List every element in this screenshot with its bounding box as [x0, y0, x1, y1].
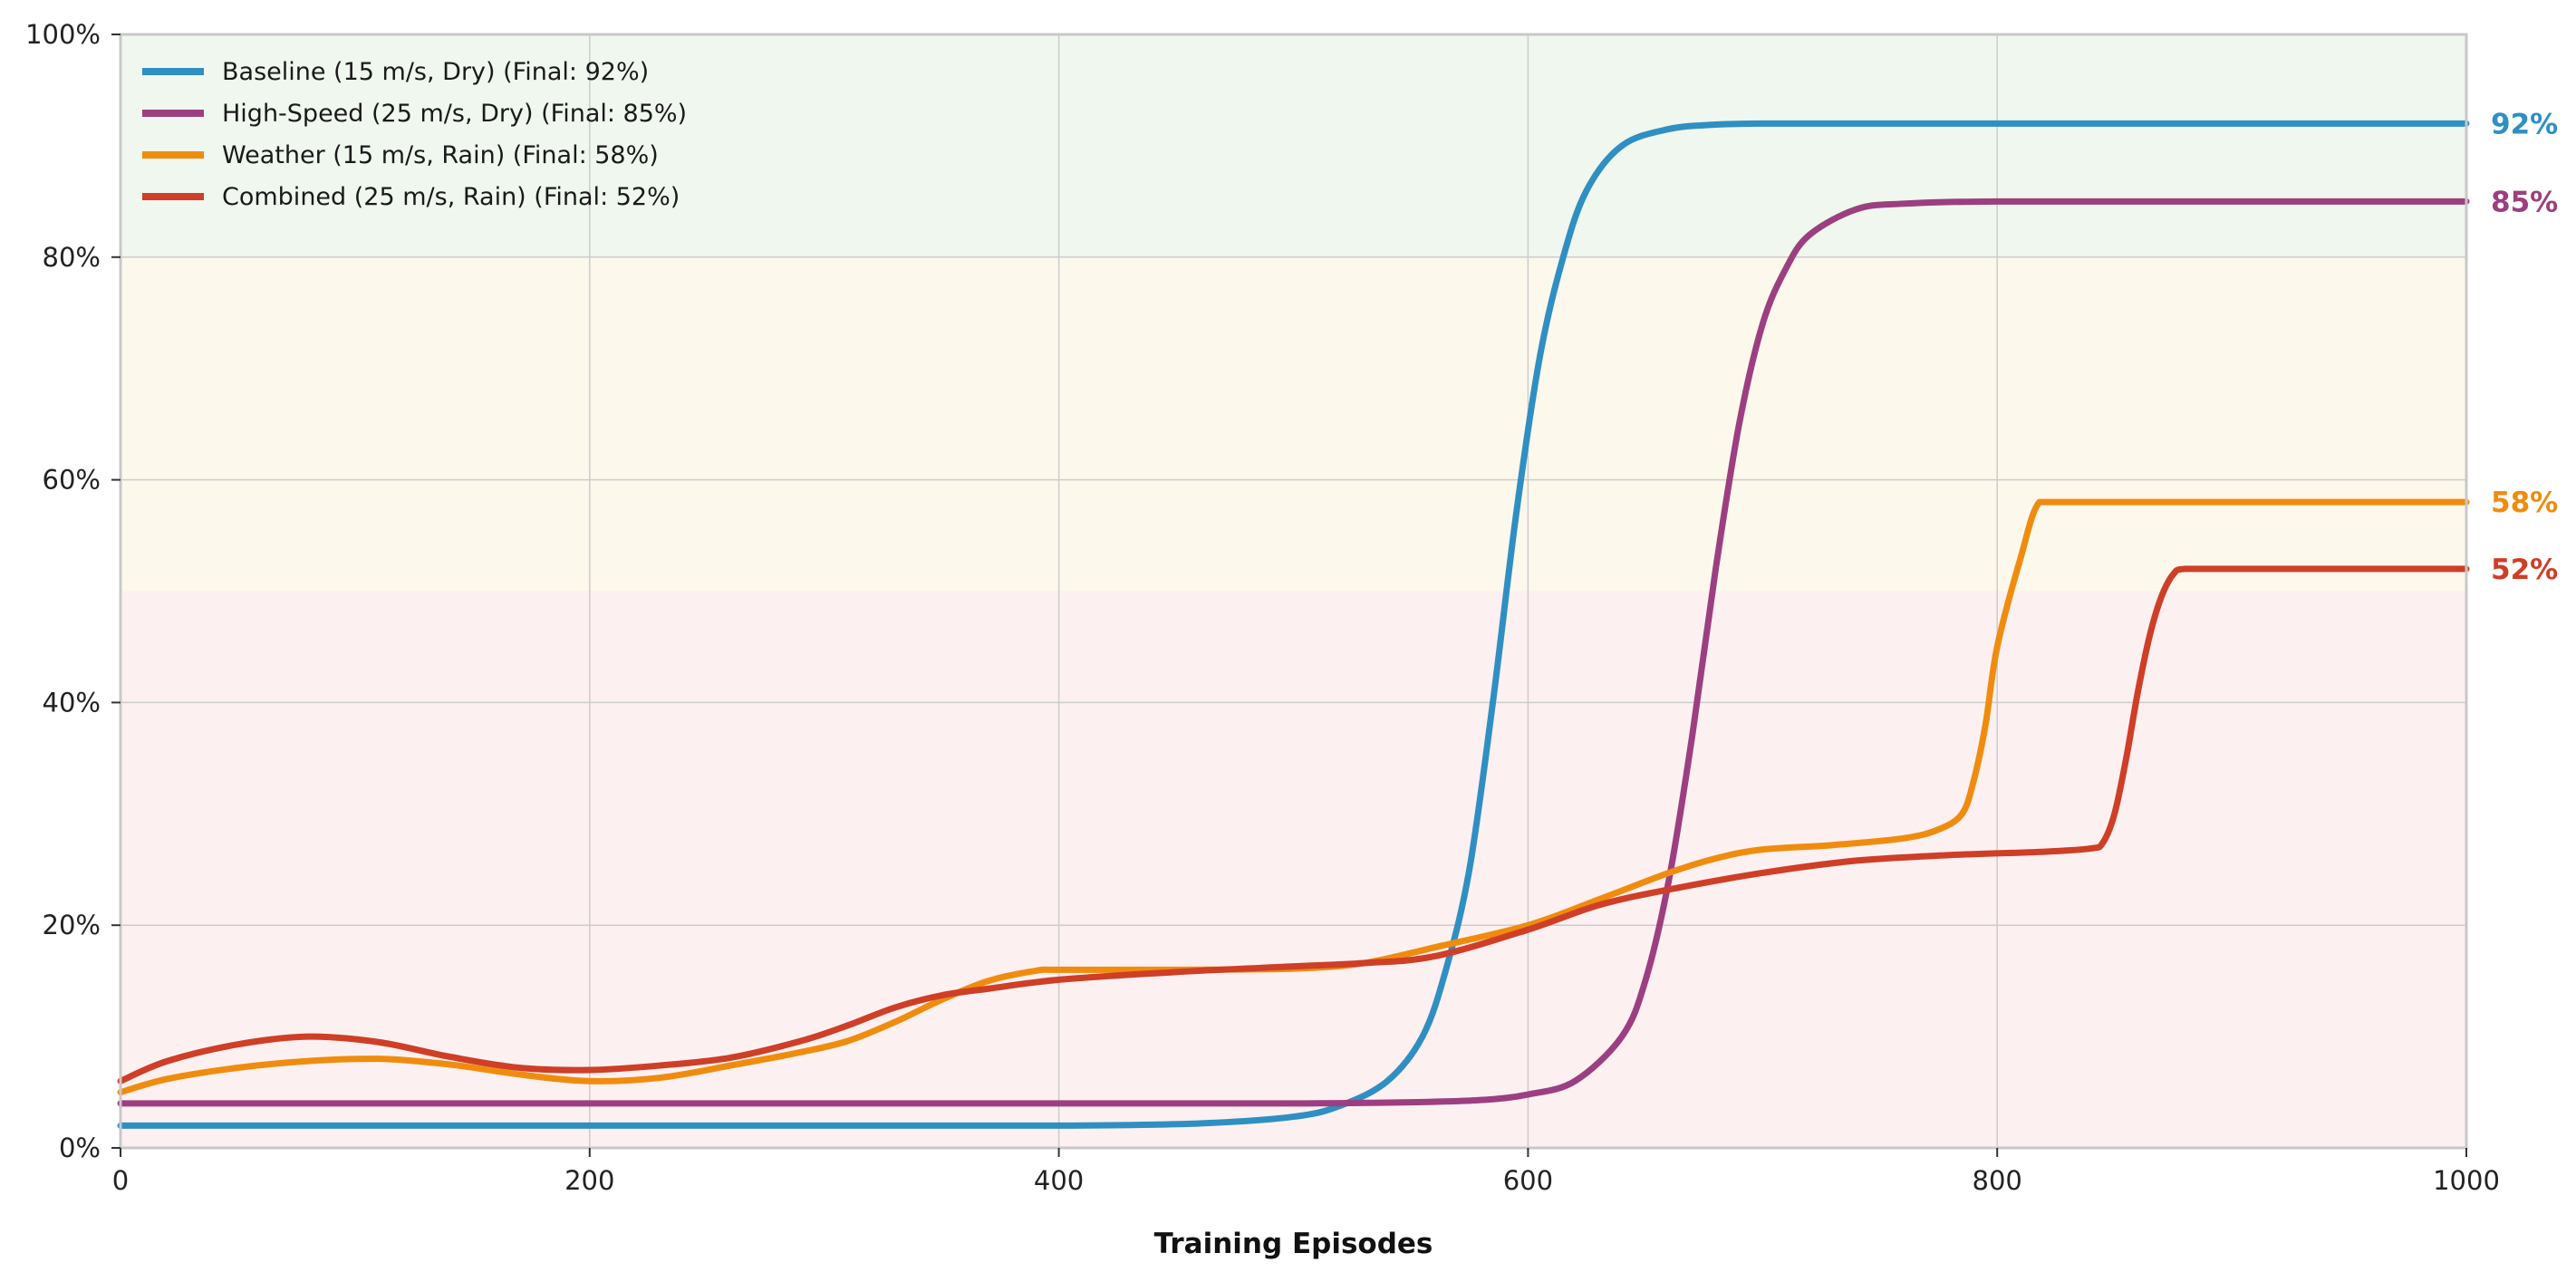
series-line-3 — [117, 565, 2470, 1084]
y-tick-label-1: 20% — [43, 910, 101, 940]
band-1 — [121, 256, 2466, 592]
x-tick-label-4: 800 — [1973, 1165, 2022, 1196]
x-tick-label-1: 200 — [564, 1165, 614, 1196]
plot-frame — [119, 33, 2468, 1150]
background-bands — [121, 34, 2466, 1148]
series-lines — [117, 120, 2470, 1129]
end-label-0: 92% — [2491, 108, 2558, 140]
legend-label-3: Combined (25 m/s, Rain) (Final: 52%) — [222, 183, 680, 211]
y-tick-label-2: 40% — [43, 687, 101, 718]
y-tick-label-3: 60% — [43, 465, 101, 496]
band-2 — [121, 34, 2466, 257]
legend-label-0: Baseline (15 m/s, Dry) (Final: 92%) — [222, 58, 649, 86]
end-label-2: 58% — [2491, 487, 2558, 519]
x-tick-label-2: 400 — [1034, 1165, 1084, 1196]
series-line-0 — [117, 120, 2470, 1129]
y-tick-label-5: 100% — [25, 19, 101, 50]
x-axis-ticks: 0 200 400 600 800 1000 — [112, 1148, 2500, 1196]
y-axis-ticks: 0% 20% 40% 60% 80% 100% — [25, 19, 121, 1163]
x-tick-label-0: 0 — [112, 1165, 129, 1196]
series-end-labels: 92% 85% 58% 52% — [2491, 108, 2558, 586]
end-label-3: 52% — [2491, 554, 2558, 586]
y-tick-label-0: 0% — [59, 1133, 101, 1163]
end-label-1: 85% — [2491, 186, 2558, 218]
series-line-1 — [117, 198, 2470, 1107]
legend-label-2: Weather (15 m/s, Rain) (Final: 58%) — [222, 141, 659, 169]
legend: Baseline (15 m/s, Dry) (Final: 92%) High-… — [142, 58, 687, 211]
y-tick-label-4: 80% — [43, 242, 101, 273]
legend-label-1: High-Speed (25 m/s, Dry) (Final: 85%) — [222, 100, 687, 128]
x-tick-label-5: 1000 — [2433, 1165, 2500, 1196]
x-tick-label-3: 600 — [1503, 1165, 1553, 1196]
band-0 — [121, 591, 2466, 1148]
x-axis-title: Training Episodes — [1154, 1228, 1433, 1260]
